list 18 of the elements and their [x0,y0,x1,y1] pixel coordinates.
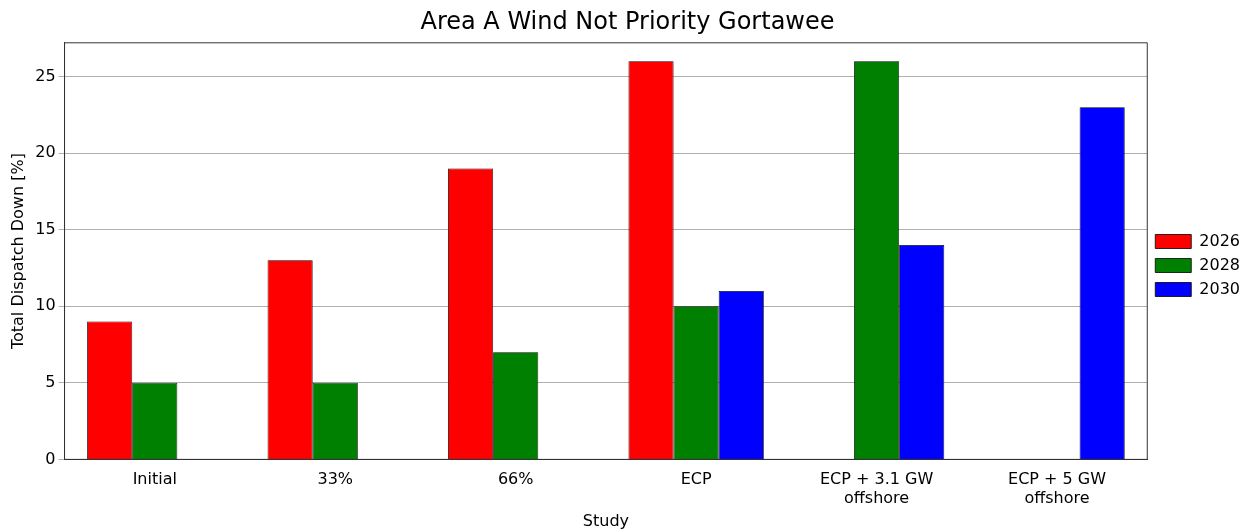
x-tick-label: Initial [132,469,177,489]
x-tick-label: 66% [497,469,534,489]
x-tick-label: ECP + 5 GW offshore [1008,469,1107,508]
y-axis-title: Total Dispatch Down [%] [7,153,27,351]
legend-label: 2026 [1199,230,1240,250]
y-tick-label: 10 [35,295,56,315]
chart-title: Area A Wind Not Priority Gortawee [420,6,835,35]
legend-label: 2030 [1199,278,1240,298]
y-tick-label: 25 [35,65,56,85]
x-tick-label: ECP + 3.1 GW offshore [819,469,934,508]
y-tick-label: 0 [45,448,56,468]
y-tick-label: 5 [45,371,56,391]
x-tick-label: ECP [680,469,712,489]
x-tick-label: 33% [317,469,354,489]
x-axis-title: Study [582,510,630,530]
y-tick-label: 15 [35,218,56,238]
y-tick-label: 20 [35,142,56,162]
legend-label: 2028 [1199,254,1240,274]
